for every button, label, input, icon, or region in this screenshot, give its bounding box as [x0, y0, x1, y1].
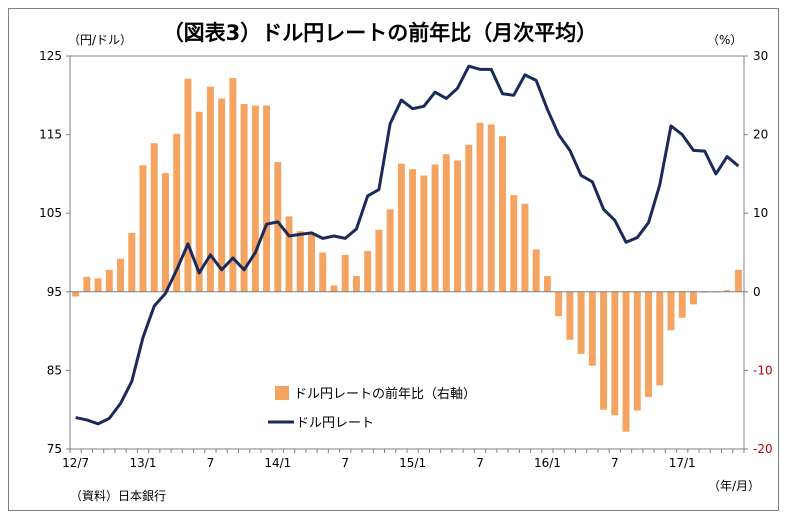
chart-title: （図表3）ドル円レートの前年比（月次平均）: [163, 21, 598, 45]
bar-2016/05: [588, 291, 596, 366]
left-tick-label: 105: [39, 206, 62, 220]
legend-line-label: ドル円レート: [296, 416, 374, 431]
left-tick-label: 75: [47, 442, 62, 456]
bar-2015/05: [454, 160, 462, 292]
bar-2013/08: [218, 98, 226, 292]
bar-2013/04: [173, 133, 181, 292]
bar-2015/08: [487, 124, 495, 292]
right-tick-label: -10: [753, 363, 773, 377]
bar-2014/11: [386, 209, 394, 292]
left-tick-label: 115: [39, 128, 62, 142]
x-tick-label: 14/1: [264, 456, 291, 470]
bar-2015/03: [431, 164, 439, 292]
bar-2013/05: [184, 78, 192, 292]
source-note: （資料）日本銀行: [70, 489, 166, 503]
x-tick-label: 12/7: [62, 456, 89, 470]
bar-2017/02: [689, 291, 697, 305]
bar-2014/01: [274, 162, 282, 292]
bar-series: [72, 78, 742, 432]
x-tick-label: 13/1: [130, 456, 157, 470]
bar-2012/12: [128, 232, 136, 292]
right-axis: -20 -10 0 10 20 30: [744, 49, 773, 456]
bar-2013/10: [240, 103, 248, 292]
bar-2014/08: [352, 276, 360, 292]
x-axis: 12/7 13/1 7 14/1 7 15/1 7 16/1 7 17/1: [62, 449, 745, 470]
bar-2014/12: [397, 163, 405, 292]
bar-2013/12: [263, 105, 271, 292]
bar-2014/03: [296, 231, 304, 292]
bar-2013/06: [195, 111, 203, 292]
bar-2013/11: [251, 105, 259, 292]
right-tick-label: -20: [753, 442, 773, 456]
bar-2016/11: [656, 291, 664, 386]
x-tick-label: 16/1: [534, 456, 561, 470]
bar-2014/07: [341, 254, 349, 292]
bar-2012/11: [117, 258, 125, 292]
x-tick-label: 7: [611, 456, 619, 470]
usd-jpy-line: [75, 64, 740, 426]
right-tick-label: 20: [753, 128, 768, 142]
bar-2016/10: [645, 291, 652, 398]
bar-2012/10: [105, 269, 113, 292]
right-axis-unit: （%）: [707, 33, 742, 47]
right-tick-label: 30: [753, 49, 768, 63]
x-tick-label: 17/1: [669, 456, 696, 470]
bar-2014/09: [364, 250, 372, 292]
left-tick-label: 125: [39, 49, 62, 63]
bar-2016/01: [543, 276, 551, 292]
bar-2017/06: [734, 269, 742, 292]
x-tick-label: 7: [476, 456, 484, 470]
x-tick-label: 7: [341, 456, 349, 470]
bar-2014/05: [319, 252, 327, 292]
bar-2013/01: [139, 165, 147, 292]
bar-2015/01: [409, 169, 417, 292]
bar-2017/05: [723, 290, 731, 292]
bar-2015/02: [420, 175, 428, 292]
bar-2015/10: [510, 195, 518, 292]
x-tick-label: 15/1: [399, 456, 426, 470]
bar-2017/01: [678, 291, 686, 318]
legend-bar-label: ドル円レートの前年比（右軸）: [294, 386, 476, 402]
bar-2013/03: [162, 173, 169, 292]
bar-2016/09: [633, 291, 641, 411]
right-tick-label: 10: [753, 206, 768, 220]
bar-2016/08: [622, 291, 630, 432]
bar-2014/10: [375, 229, 383, 292]
bar-2014/06: [330, 285, 338, 292]
left-tick-label: 95: [47, 285, 62, 299]
bar-2015/09: [499, 136, 506, 292]
bar-2015/12: [532, 249, 540, 292]
bar-2016/06: [600, 291, 608, 410]
bar-2016/04: [577, 291, 585, 354]
bar-2013/09: [229, 78, 237, 292]
bar-2016/02: [555, 291, 563, 317]
bar-2016/03: [566, 291, 574, 340]
line-series: [75, 64, 740, 426]
bar-2012/09: [94, 278, 102, 292]
legend-bar-swatch: [275, 386, 289, 400]
bar-2014/02: [285, 216, 293, 292]
bar-2012/08: [83, 276, 91, 292]
left-axis: 75 85 95 105 115 125: [39, 49, 70, 456]
bar-2016/12: [667, 291, 675, 331]
bar-2013/02: [150, 143, 158, 292]
bar-2015/04: [442, 154, 450, 292]
bar-2013/07: [206, 86, 214, 292]
left-tick-label: 85: [47, 363, 62, 377]
bar-2012/07: [72, 291, 80, 297]
legend: ドル円レートの前年比（右軸） ドル円レート: [268, 386, 476, 431]
bar-2015/06: [465, 144, 473, 292]
bar-2015/11: [521, 203, 529, 292]
bar-2014/04: [308, 234, 315, 292]
bar-2016/07: [611, 291, 619, 416]
right-tick-label: 0: [753, 285, 761, 299]
bar-2015/07: [476, 122, 484, 292]
left-axis-unit: （円/ドル）: [68, 33, 132, 47]
x-axis-unit: （年/月）: [708, 479, 760, 493]
x-tick-label: 7: [207, 456, 215, 470]
